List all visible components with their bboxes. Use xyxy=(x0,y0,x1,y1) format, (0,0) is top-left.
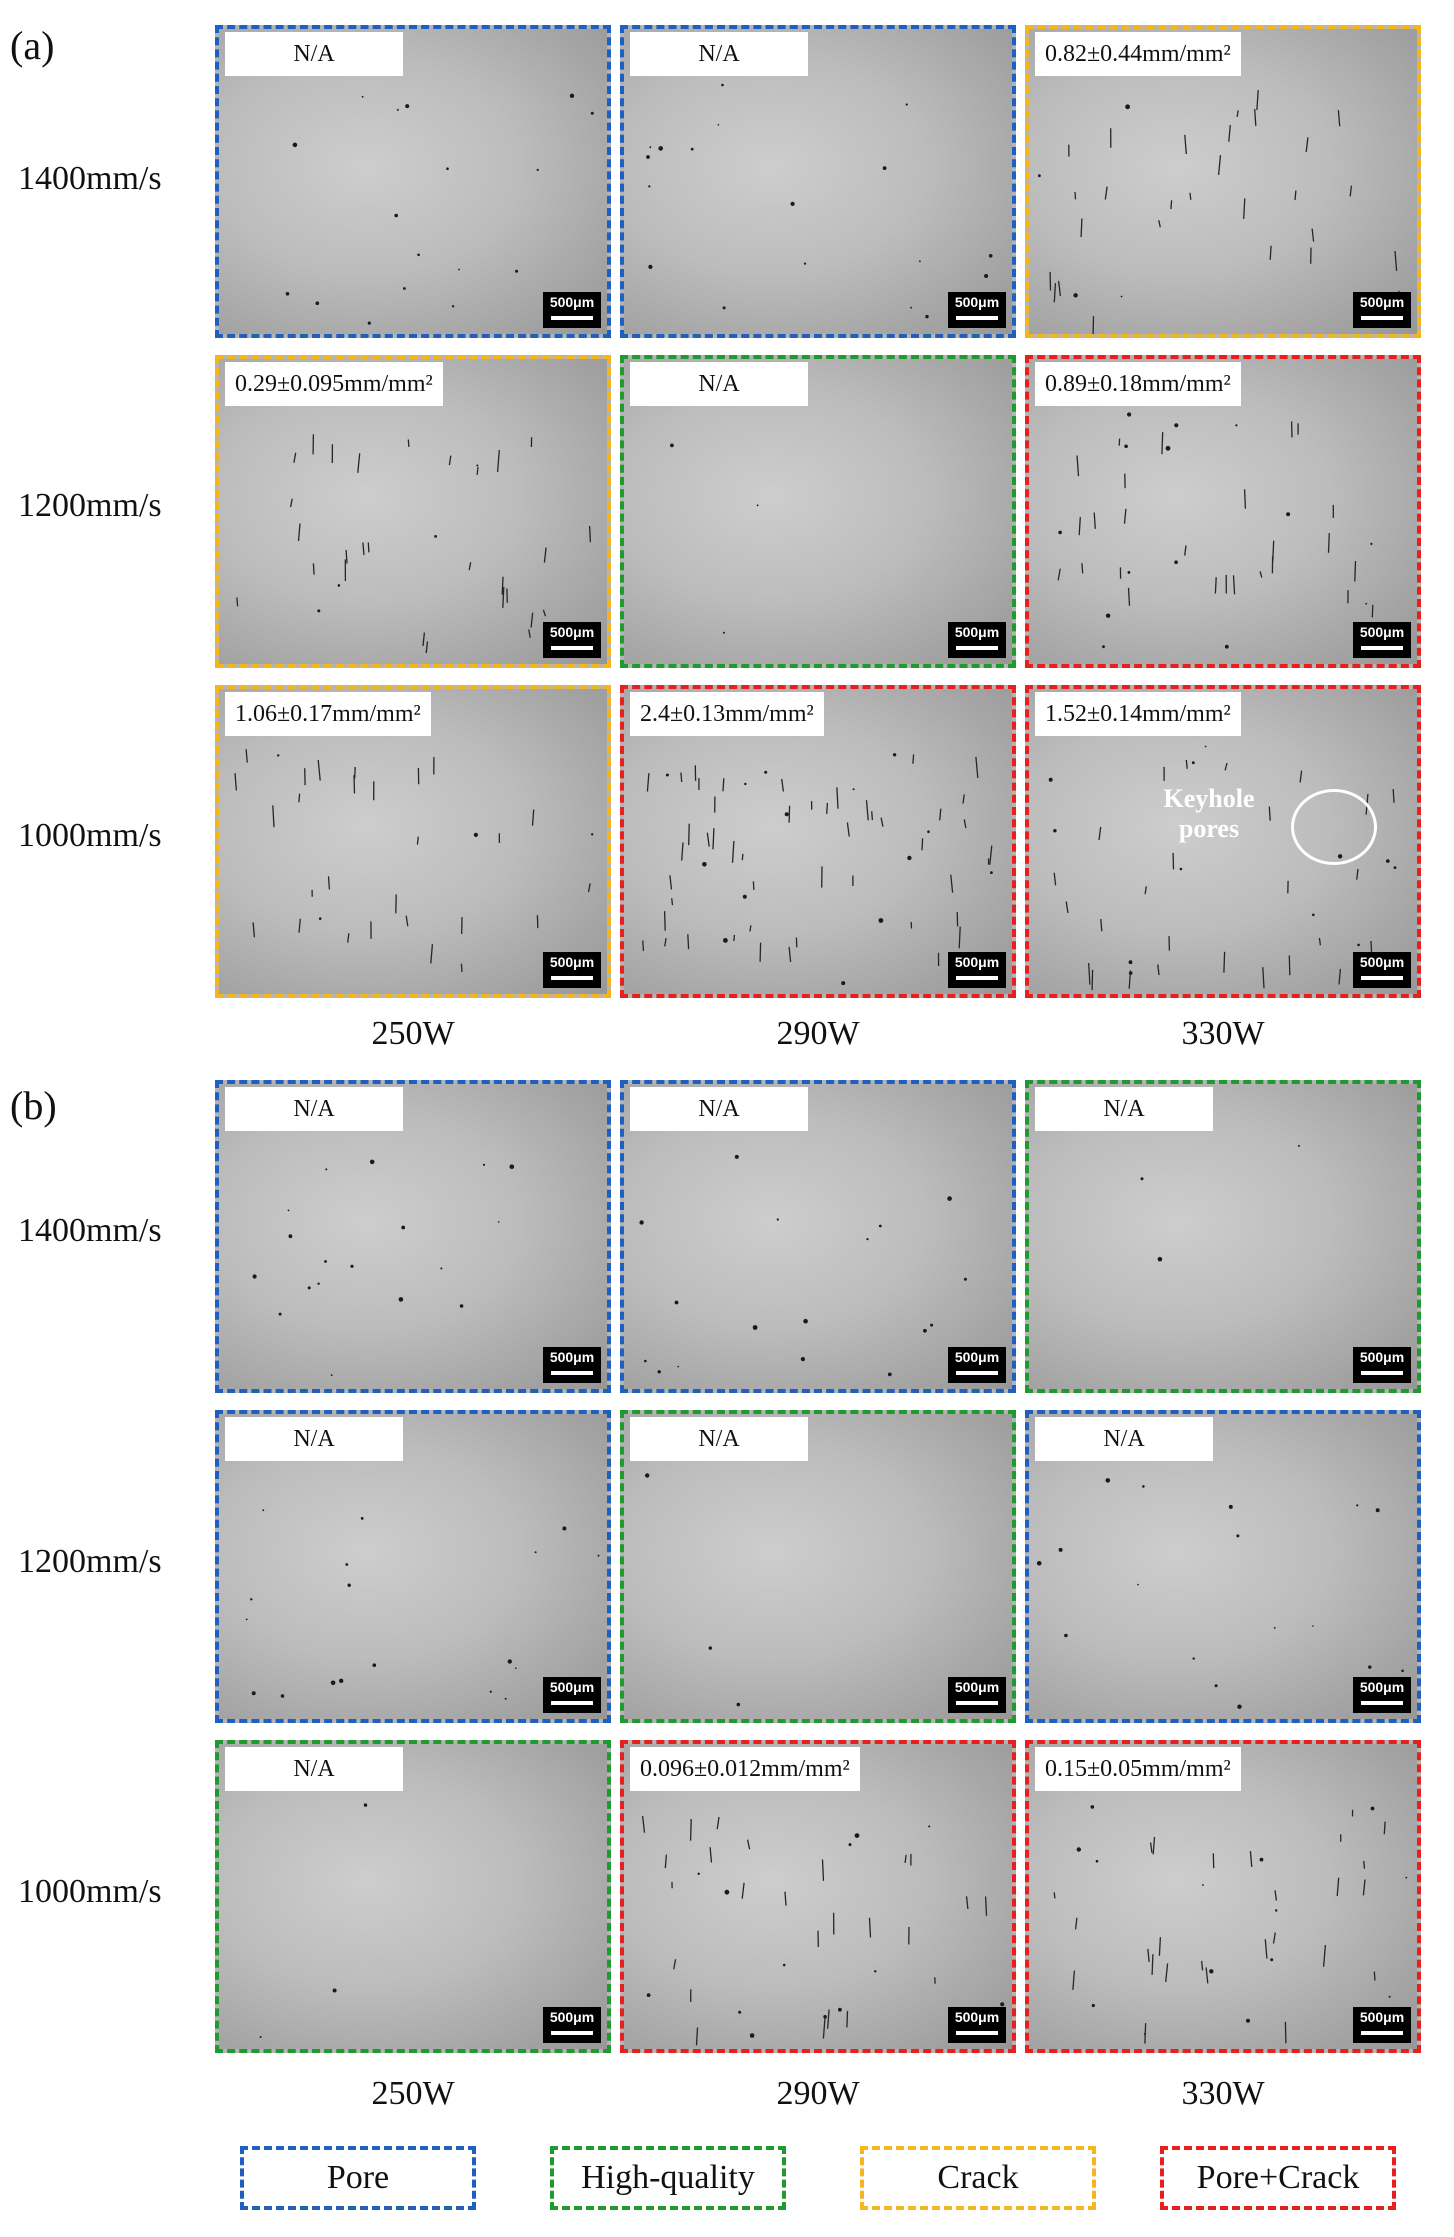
crack-density-label: N/A xyxy=(1035,1417,1213,1461)
col-label-laser-power: 330W xyxy=(1181,2075,1265,2112)
micrograph-cell: 0.096±0.012mm/mm² 500μm xyxy=(620,1740,1016,2053)
micrograph-image xyxy=(1029,359,1417,664)
micrograph-cell: N/A 500μm xyxy=(1025,1080,1421,1393)
micrograph-image xyxy=(219,1414,607,1719)
col-label-laser-power: 250W xyxy=(371,1015,455,1052)
row-label-scan-speed: 1200mm/s xyxy=(18,1543,162,1580)
crack-density-label: N/A xyxy=(630,362,808,406)
micrograph-image xyxy=(219,689,607,994)
scale-bar: 500μm xyxy=(543,292,601,328)
col-label-laser-power: 290W xyxy=(776,1015,860,1052)
legend-item: Crack xyxy=(860,2146,1096,2210)
crack-density-label: 1.52±0.14mm/mm² xyxy=(1035,692,1241,736)
col-label-laser-power: 330W xyxy=(1181,1015,1265,1052)
crack-density-label: 0.29±0.095mm/mm² xyxy=(225,362,443,406)
crack-density-label: N/A xyxy=(225,1747,403,1791)
micrograph-image xyxy=(219,1084,607,1389)
crack-density-label: N/A xyxy=(1035,1087,1213,1131)
micrograph-cell: 1.06±0.17mm/mm² 500μm xyxy=(215,685,611,998)
micrograph-cell: 0.82±0.44mm/mm² 500μm xyxy=(1025,25,1421,338)
scale-bar: 500μm xyxy=(1353,622,1411,658)
crack-density-label: 0.82±0.44mm/mm² xyxy=(1035,32,1241,76)
scale-bar: 500μm xyxy=(543,2007,601,2043)
scale-bar: 500μm xyxy=(948,622,1006,658)
micrograph-image xyxy=(624,1084,1012,1389)
micrograph-image xyxy=(624,359,1012,664)
scale-bar: 500μm xyxy=(543,952,601,988)
crack-density-label: N/A xyxy=(225,32,403,76)
crack-density-label: N/A xyxy=(630,32,808,76)
micrograph-cell: 0.29±0.095mm/mm² 500μm xyxy=(215,355,611,668)
keyhole-pores-label: Keyhole pores xyxy=(1163,784,1255,843)
row-label-scan-speed: 1400mm/s xyxy=(18,160,162,197)
micrograph-cell: 0.89±0.18mm/mm² 500μm xyxy=(1025,355,1421,668)
micrograph-cell: N/A 500μm xyxy=(620,1410,1016,1723)
legend-item: Pore xyxy=(240,2146,476,2210)
col-label-laser-power: 290W xyxy=(776,2075,860,2112)
micrograph-cell: N/A 500μm xyxy=(215,1740,611,2053)
scale-bar: 500μm xyxy=(948,952,1006,988)
micrograph-cell: N/A 500μm xyxy=(620,355,1016,668)
crack-density-label: 2.4±0.13mm/mm² xyxy=(630,692,824,736)
micrograph-cell: 0.15±0.05mm/mm² 500μm xyxy=(1025,1740,1421,2053)
micrograph-image xyxy=(1029,29,1417,334)
micrograph-cell: N/A 500μm xyxy=(1025,1410,1421,1723)
micrograph-image xyxy=(624,29,1012,334)
scale-bar: 500μm xyxy=(543,1677,601,1713)
row-label-scan-speed: 1000mm/s xyxy=(18,1873,162,1910)
micrograph-image xyxy=(219,1744,607,2049)
micrograph-image xyxy=(219,359,607,664)
scale-bar: 500μm xyxy=(1353,2007,1411,2043)
crack-density-label: N/A xyxy=(630,1087,808,1131)
scale-bar: 500μm xyxy=(1353,1677,1411,1713)
micrograph-image xyxy=(1029,1084,1417,1389)
panel-letter: (a) xyxy=(10,23,55,68)
legend-item: High-quality xyxy=(550,2146,786,2210)
row-label-scan-speed: 1400mm/s xyxy=(18,1212,162,1249)
row-label-scan-speed: 1200mm/s xyxy=(18,487,162,524)
micrograph-cell: 1.52±0.14mm/mm² 500μm Keyhole pores xyxy=(1025,685,1421,998)
micrograph-cell: N/A 500μm xyxy=(215,1080,611,1393)
micrograph-image xyxy=(1029,1414,1417,1719)
panel-letter: (b) xyxy=(10,1083,57,1128)
scale-bar: 500μm xyxy=(948,292,1006,328)
row-label-scan-speed: 1000mm/s xyxy=(18,817,162,854)
micrograph-cell: N/A 500μm xyxy=(215,1410,611,1723)
micrograph-image xyxy=(624,1744,1012,2049)
crack-density-label: 1.06±0.17mm/mm² xyxy=(225,692,431,736)
crack-density-label: N/A xyxy=(225,1087,403,1131)
legend-item: Pore+Crack xyxy=(1160,2146,1396,2210)
crack-density-label: 0.096±0.012mm/mm² xyxy=(630,1747,860,1791)
micrograph-image xyxy=(624,689,1012,994)
micrograph-image xyxy=(624,1414,1012,1719)
micrograph-cell: N/A 500μm xyxy=(620,1080,1016,1393)
keyhole-pores-circle xyxy=(1291,789,1377,865)
scale-bar: 500μm xyxy=(948,2007,1006,2043)
micrograph-image xyxy=(219,29,607,334)
micrograph-cell: N/A 500μm xyxy=(215,25,611,338)
crack-density-label: 0.89±0.18mm/mm² xyxy=(1035,362,1241,406)
col-label-laser-power: 250W xyxy=(371,2075,455,2112)
scale-bar: 500μm xyxy=(1353,1347,1411,1383)
scale-bar: 500μm xyxy=(1353,952,1411,988)
crack-density-label: N/A xyxy=(225,1417,403,1461)
crack-density-label: N/A xyxy=(630,1417,808,1461)
crack-density-label: 0.15±0.05mm/mm² xyxy=(1035,1747,1241,1791)
scale-bar: 500μm xyxy=(948,1347,1006,1383)
micrograph-image xyxy=(1029,1744,1417,2049)
scale-bar: 500μm xyxy=(543,1347,601,1383)
scale-bar: 500μm xyxy=(948,1677,1006,1713)
scale-bar: 500μm xyxy=(543,622,601,658)
micrograph-cell: N/A 500μm xyxy=(620,25,1016,338)
scale-bar: 500μm xyxy=(1353,292,1411,328)
micrograph-cell: 2.4±0.13mm/mm² 500μm xyxy=(620,685,1016,998)
